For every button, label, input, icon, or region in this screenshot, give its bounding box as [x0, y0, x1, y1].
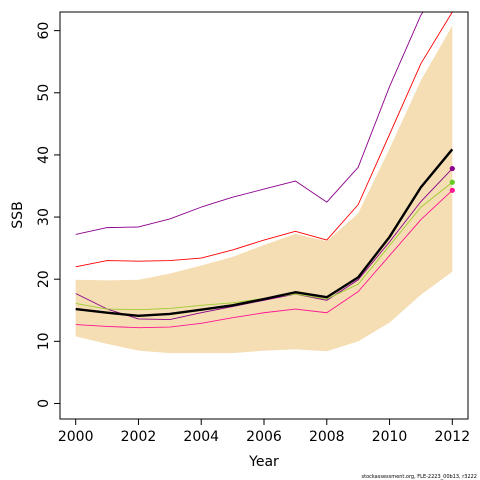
- y-tick-label: 10: [36, 332, 52, 350]
- plot-area: [75, 12, 455, 354]
- x-tick-label: 2002: [121, 429, 157, 445]
- y-tick-label: 60: [36, 22, 52, 40]
- x-tick-label: 2008: [309, 429, 345, 445]
- x-tick-label: 2004: [183, 429, 219, 445]
- x-axis-label: Year: [248, 454, 279, 470]
- credit-text: stockassessment.org, FLE-2223_00b13, r32…: [362, 474, 478, 480]
- y-tick-label: 50: [36, 84, 52, 102]
- series-line: [75, 190, 453, 329]
- y-tick-label: 40: [36, 146, 52, 164]
- x-axis: 2000 2002 2004 2006 2008 2010 2012: [58, 419, 470, 445]
- y-tick-label: 0: [36, 399, 52, 408]
- series-line: [75, 148, 454, 318]
- end-point: [449, 165, 455, 172]
- end-point: [449, 187, 455, 193]
- x-tick-label: 2012: [434, 429, 470, 445]
- y-tick-label: 30: [36, 208, 52, 226]
- end-point: [449, 179, 455, 185]
- y-axis: 0 10 20 30 40 50 60: [36, 22, 60, 408]
- x-tick-label: 2010: [372, 429, 408, 445]
- y-tick-label: 20: [36, 270, 52, 288]
- confidence-band: [75, 25, 453, 354]
- y-axis-label: SSB: [10, 201, 26, 228]
- series-line: [75, 168, 453, 321]
- x-tick-label: 2000: [58, 429, 94, 445]
- series-line: [75, 12, 424, 235]
- series-line: [75, 12, 453, 268]
- x-tick-label: 2006: [246, 429, 282, 445]
